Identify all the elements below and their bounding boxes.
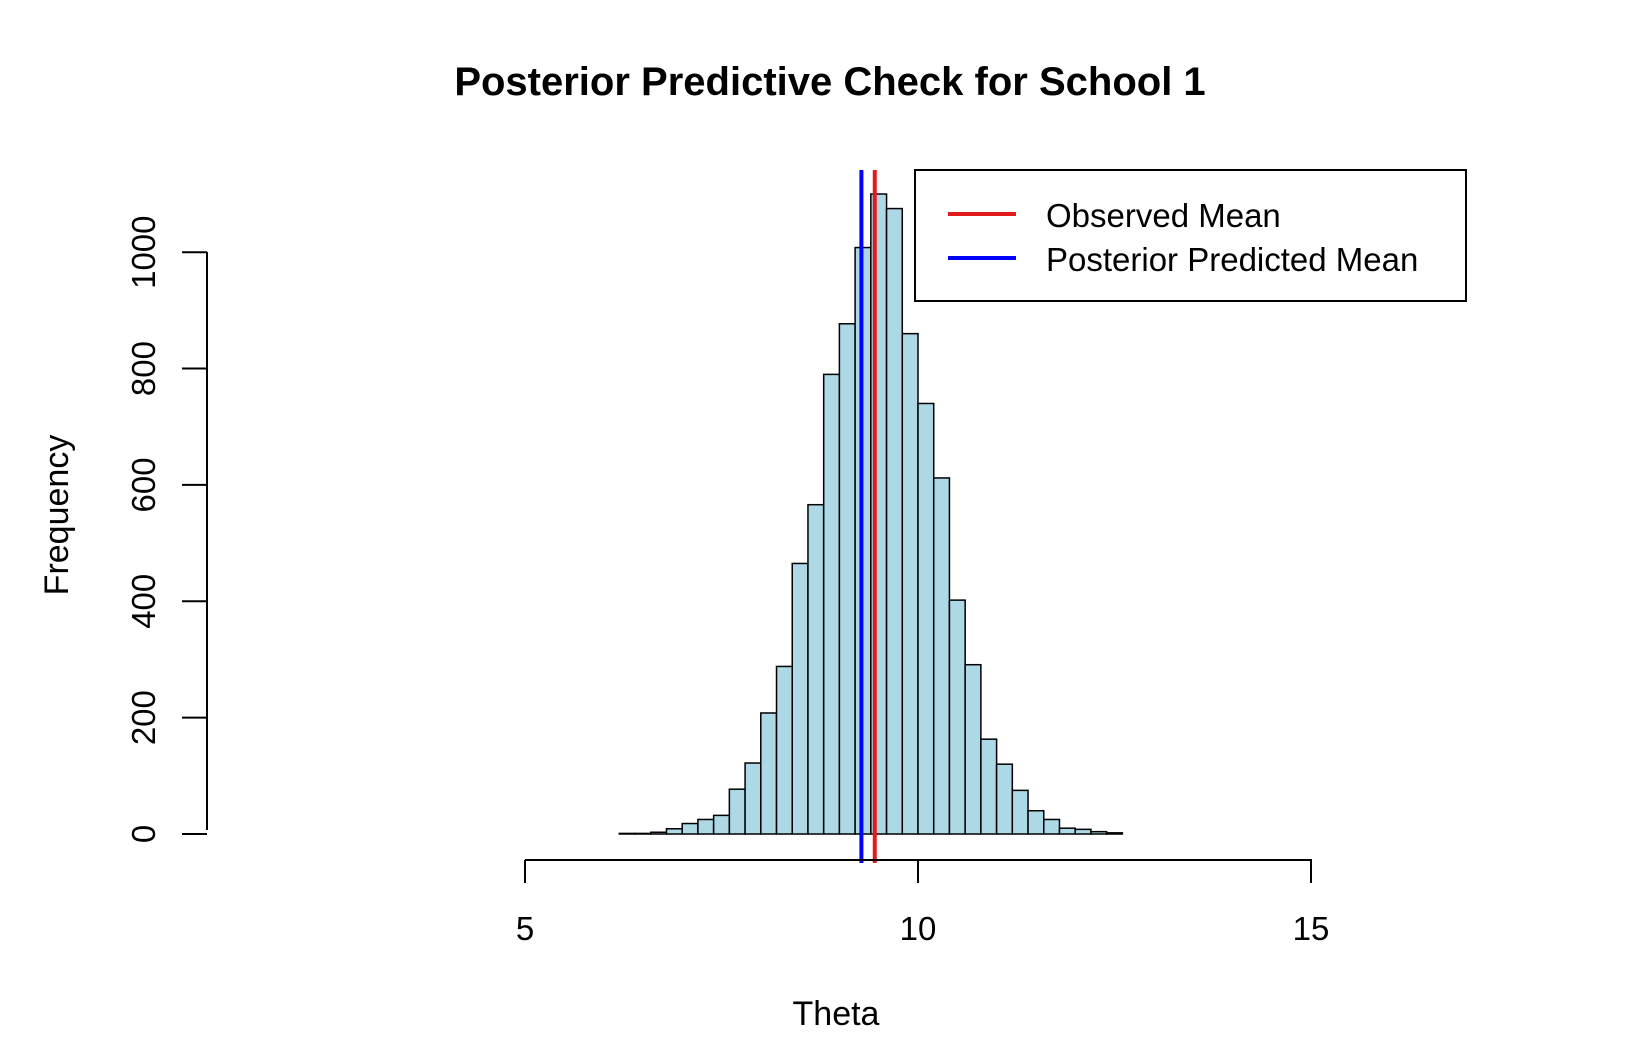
histogram-bar: [1105, 832, 1124, 835]
histogram-bar: [1011, 789, 1029, 835]
y-axis: 0 200 400 600 800 1000: [125, 215, 208, 843]
legend-label-posterior-predicted-mean: Posterior Predicted Mean: [1046, 241, 1418, 278]
y-tick-label: 400: [125, 574, 162, 629]
chart-title: Posterior Predictive Check for School 1: [454, 60, 1205, 104]
histogram-bar: [917, 402, 935, 835]
histogram-bar: [618, 832, 636, 835]
x-tick-label: 5: [516, 910, 534, 947]
y-axis-label: Frequency: [38, 435, 76, 596]
histogram-bar: [1090, 830, 1108, 835]
y-tick-label: 600: [125, 457, 162, 512]
x-axis: 5 10 15: [516, 859, 1330, 947]
histogram-bar: [948, 599, 966, 835]
x-axis-label: Theta: [793, 995, 880, 1033]
histogram-bar: [681, 822, 699, 835]
histogram-bar: [822, 373, 841, 835]
x-tick-label: 10: [900, 910, 937, 947]
histogram-bar: [838, 323, 856, 835]
histogram-bar: [760, 712, 778, 835]
y-tick-label: 200: [125, 690, 162, 745]
histogram-bar: [744, 762, 762, 835]
histogram-bar: [728, 788, 746, 835]
histogram-bar: [1074, 828, 1092, 835]
histogram-bar: [634, 832, 652, 835]
histogram-bar: [650, 831, 668, 835]
histogram-bar: [791, 562, 809, 835]
y-tick-label: 1000: [125, 215, 162, 288]
histogram-bars: [618, 193, 1124, 835]
y-tick-label: 0: [125, 825, 162, 843]
legend-box: [914, 169, 1467, 302]
histogram-bar: [665, 828, 683, 835]
histogram-bar: [885, 207, 904, 835]
histogram-bar: [901, 332, 919, 835]
histogram-bar: [995, 763, 1014, 835]
x-tick-label: 15: [1293, 910, 1330, 947]
histogram-bar: [775, 665, 793, 835]
histogram-bar: [697, 818, 715, 835]
histogram-bar: [964, 663, 982, 835]
mean-lines: [859, 170, 877, 863]
histogram-bar: [932, 477, 951, 835]
y-tick-label: 800: [125, 341, 162, 396]
histogram-bar: [1027, 809, 1045, 835]
legend-label-observed-mean: Observed Mean: [1046, 197, 1281, 234]
histogram-bar: [980, 738, 998, 835]
histogram-bar: [807, 503, 825, 835]
histogram-bar: [1058, 827, 1076, 835]
histogram-bar: [1043, 818, 1061, 835]
legend: Observed Mean Posterior Predicted Mean: [914, 169, 1467, 302]
histogram-bar: [712, 814, 731, 835]
